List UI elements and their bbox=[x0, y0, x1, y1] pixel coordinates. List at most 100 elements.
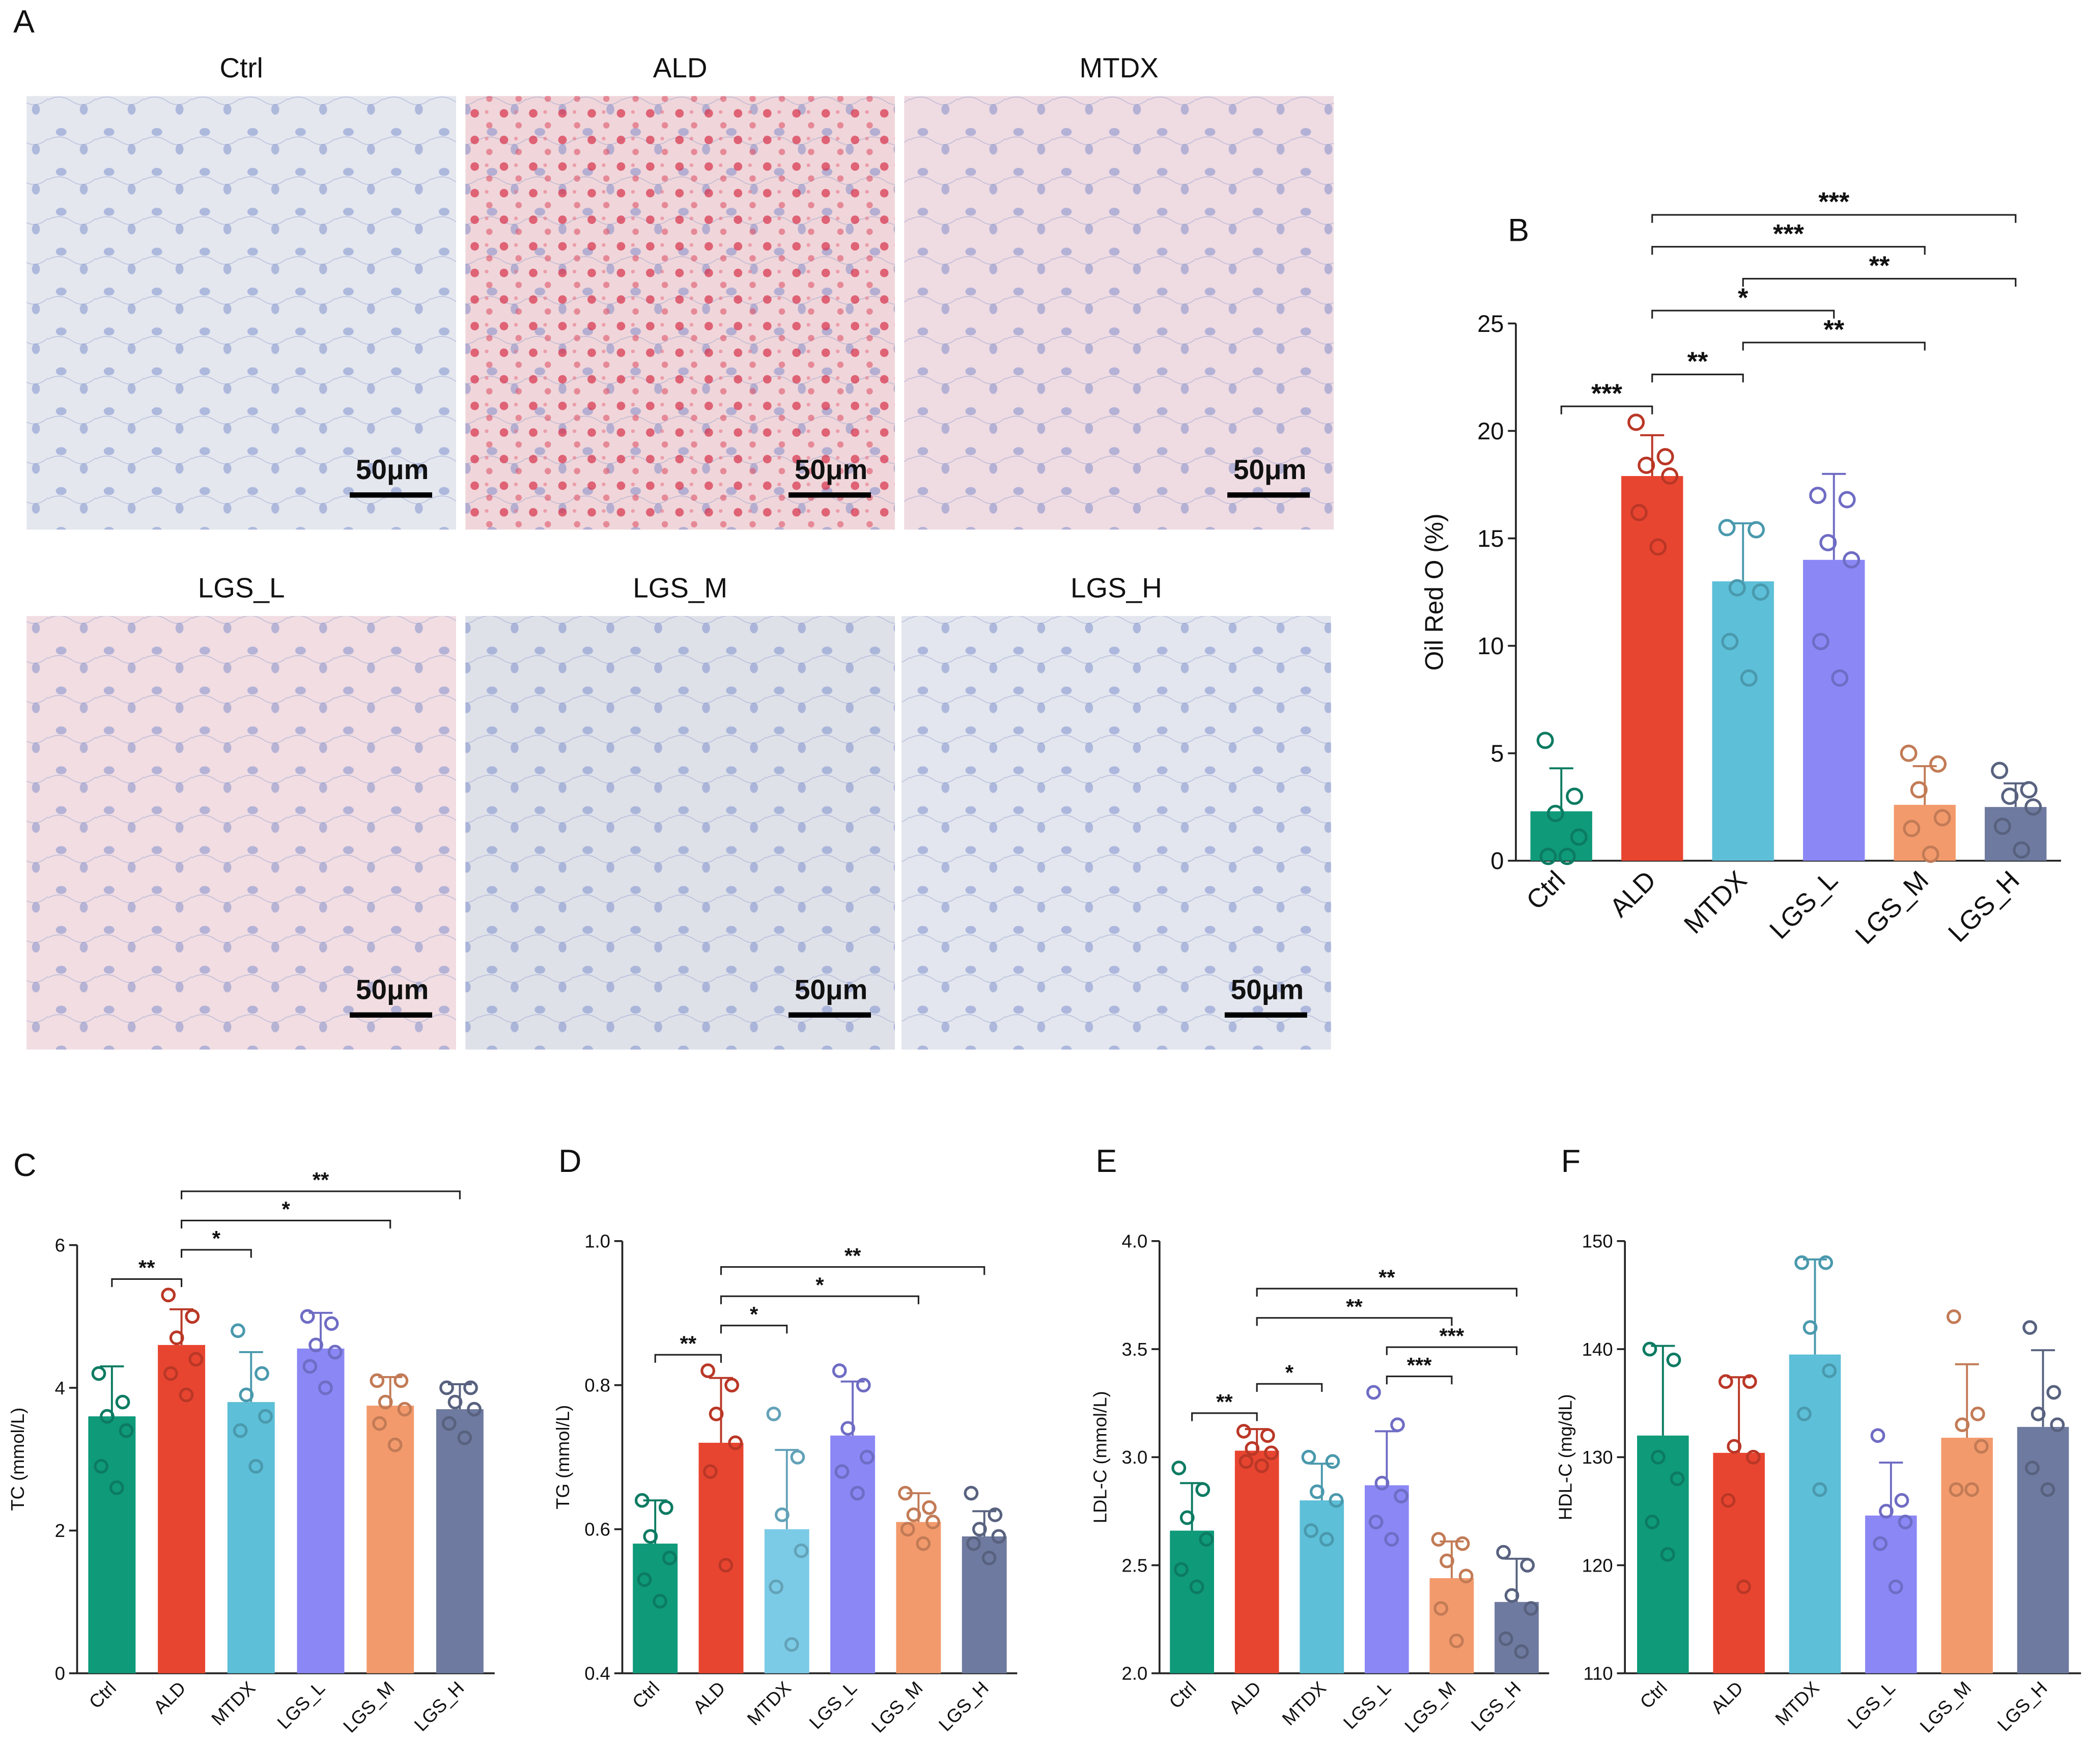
data-point bbox=[900, 1522, 915, 1537]
data-point bbox=[2020, 781, 2038, 799]
micrograph-cells bbox=[904, 96, 1334, 530]
y-tick-label: 0 bbox=[1490, 847, 1504, 874]
data-point bbox=[1838, 491, 1856, 509]
data-point bbox=[94, 1459, 109, 1474]
data-point bbox=[302, 1359, 318, 1374]
bar bbox=[436, 1409, 484, 1673]
data-point bbox=[1319, 1532, 1334, 1547]
data-point bbox=[308, 1337, 323, 1353]
data-point bbox=[658, 1500, 673, 1515]
data-point bbox=[1812, 633, 1829, 651]
x-tick-label: MTDX bbox=[207, 1677, 259, 1729]
x-tick-label: LGS_L bbox=[1764, 865, 1844, 945]
data-point bbox=[1802, 1320, 1818, 1335]
x-tick-label: Ctrl bbox=[1636, 1677, 1671, 1713]
data-point bbox=[991, 1529, 1006, 1544]
x-tick-label: LGS_H bbox=[1993, 1677, 2051, 1735]
data-point bbox=[1189, 1579, 1204, 1594]
data-point bbox=[447, 1394, 463, 1410]
data-point bbox=[1498, 1631, 1513, 1646]
x-tick-label: Ctrl bbox=[85, 1677, 120, 1713]
data-point bbox=[91, 1366, 106, 1381]
data-point bbox=[109, 1480, 124, 1495]
data-point bbox=[1888, 1579, 1903, 1594]
significance-label: ** bbox=[1378, 1265, 1395, 1289]
data-point bbox=[1504, 1588, 1519, 1603]
data-point bbox=[1384, 1532, 1399, 1547]
y-tick-label: 10 bbox=[1477, 632, 1504, 659]
data-point bbox=[1974, 1439, 1989, 1454]
data-point bbox=[1728, 579, 1746, 597]
significance-label: ** bbox=[844, 1244, 861, 1268]
micrograph-cells bbox=[901, 616, 1331, 1050]
data-point bbox=[163, 1366, 178, 1381]
data-point bbox=[119, 1423, 134, 1438]
scale-bar-label: 50μm bbox=[795, 973, 867, 1005]
data-point bbox=[1649, 538, 1667, 556]
significance-label: *** bbox=[1818, 187, 1850, 217]
data-point bbox=[784, 1637, 799, 1652]
data-point bbox=[439, 1380, 454, 1395]
data-point bbox=[1455, 1536, 1470, 1551]
x-tick-label: ALD bbox=[149, 1677, 189, 1718]
significance-bracket bbox=[720, 1295, 919, 1304]
data-point bbox=[1903, 820, 1921, 837]
y-tick-label: 4.0 bbox=[1122, 1231, 1148, 1252]
significance-bracket bbox=[1651, 246, 1926, 255]
data-point bbox=[327, 1345, 343, 1360]
panel-letter: C bbox=[13, 1147, 36, 1183]
data-point bbox=[370, 1373, 385, 1388]
data-point bbox=[1922, 846, 1939, 863]
x-tick-label: LGS_L bbox=[1843, 1677, 1899, 1733]
significance-label: *** bbox=[1440, 1324, 1465, 1348]
y-tick-label: 130 bbox=[1582, 1447, 1613, 1468]
data-point bbox=[1818, 1255, 1834, 1270]
bar bbox=[88, 1416, 136, 1673]
y-tick-label: 3.0 bbox=[1122, 1447, 1148, 1468]
scale-bar-label: 50μm bbox=[356, 454, 429, 485]
bar bbox=[2017, 1426, 2069, 1673]
data-point bbox=[1329, 1493, 1344, 1508]
x-tick-label: MTDX bbox=[743, 1677, 795, 1729]
panel-letter: D bbox=[558, 1143, 581, 1179]
data-point bbox=[1879, 1504, 1894, 1519]
image-label: LGS_L bbox=[198, 572, 285, 603]
data-point bbox=[2046, 1385, 2062, 1400]
data-point bbox=[1440, 1553, 1454, 1569]
data-point bbox=[981, 1551, 997, 1565]
data-point bbox=[1740, 669, 1758, 687]
scale-bar bbox=[788, 492, 871, 498]
y-tick-label: 2.5 bbox=[1122, 1555, 1148, 1576]
bar bbox=[764, 1529, 809, 1673]
data-point bbox=[1539, 848, 1557, 865]
data-point bbox=[1394, 1489, 1408, 1504]
data-point bbox=[2013, 841, 2031, 859]
data-point bbox=[1661, 467, 1679, 485]
data-point bbox=[1630, 503, 1648, 521]
data-point bbox=[233, 1423, 248, 1438]
data-point bbox=[1933, 809, 1951, 827]
data-point bbox=[2022, 1320, 2038, 1335]
data-point bbox=[1174, 1562, 1189, 1577]
data-point bbox=[790, 1449, 805, 1465]
data-point bbox=[850, 1486, 865, 1501]
scale-bar bbox=[788, 1012, 871, 1018]
data-point bbox=[840, 1421, 856, 1436]
data-point bbox=[724, 1378, 740, 1393]
data-point bbox=[1656, 448, 1674, 466]
y-tick-label: 20 bbox=[1477, 417, 1504, 444]
x-tick-label: Ctrl bbox=[628, 1677, 663, 1713]
y-axis-label: TC (mmol/L) bbox=[7, 1408, 28, 1511]
significance-bracket bbox=[654, 1354, 722, 1363]
data-point bbox=[1721, 633, 1739, 651]
data-point bbox=[1638, 456, 1655, 474]
bar bbox=[1429, 1578, 1474, 1673]
significance-bracket bbox=[1256, 1383, 1323, 1392]
data-point bbox=[318, 1380, 333, 1395]
data-point bbox=[1666, 1352, 1681, 1367]
data-point bbox=[709, 1407, 724, 1421]
data-point bbox=[1955, 1417, 1970, 1432]
data-point bbox=[1812, 1482, 1827, 1497]
data-point bbox=[1260, 1428, 1275, 1443]
data-point bbox=[1524, 1601, 1539, 1616]
